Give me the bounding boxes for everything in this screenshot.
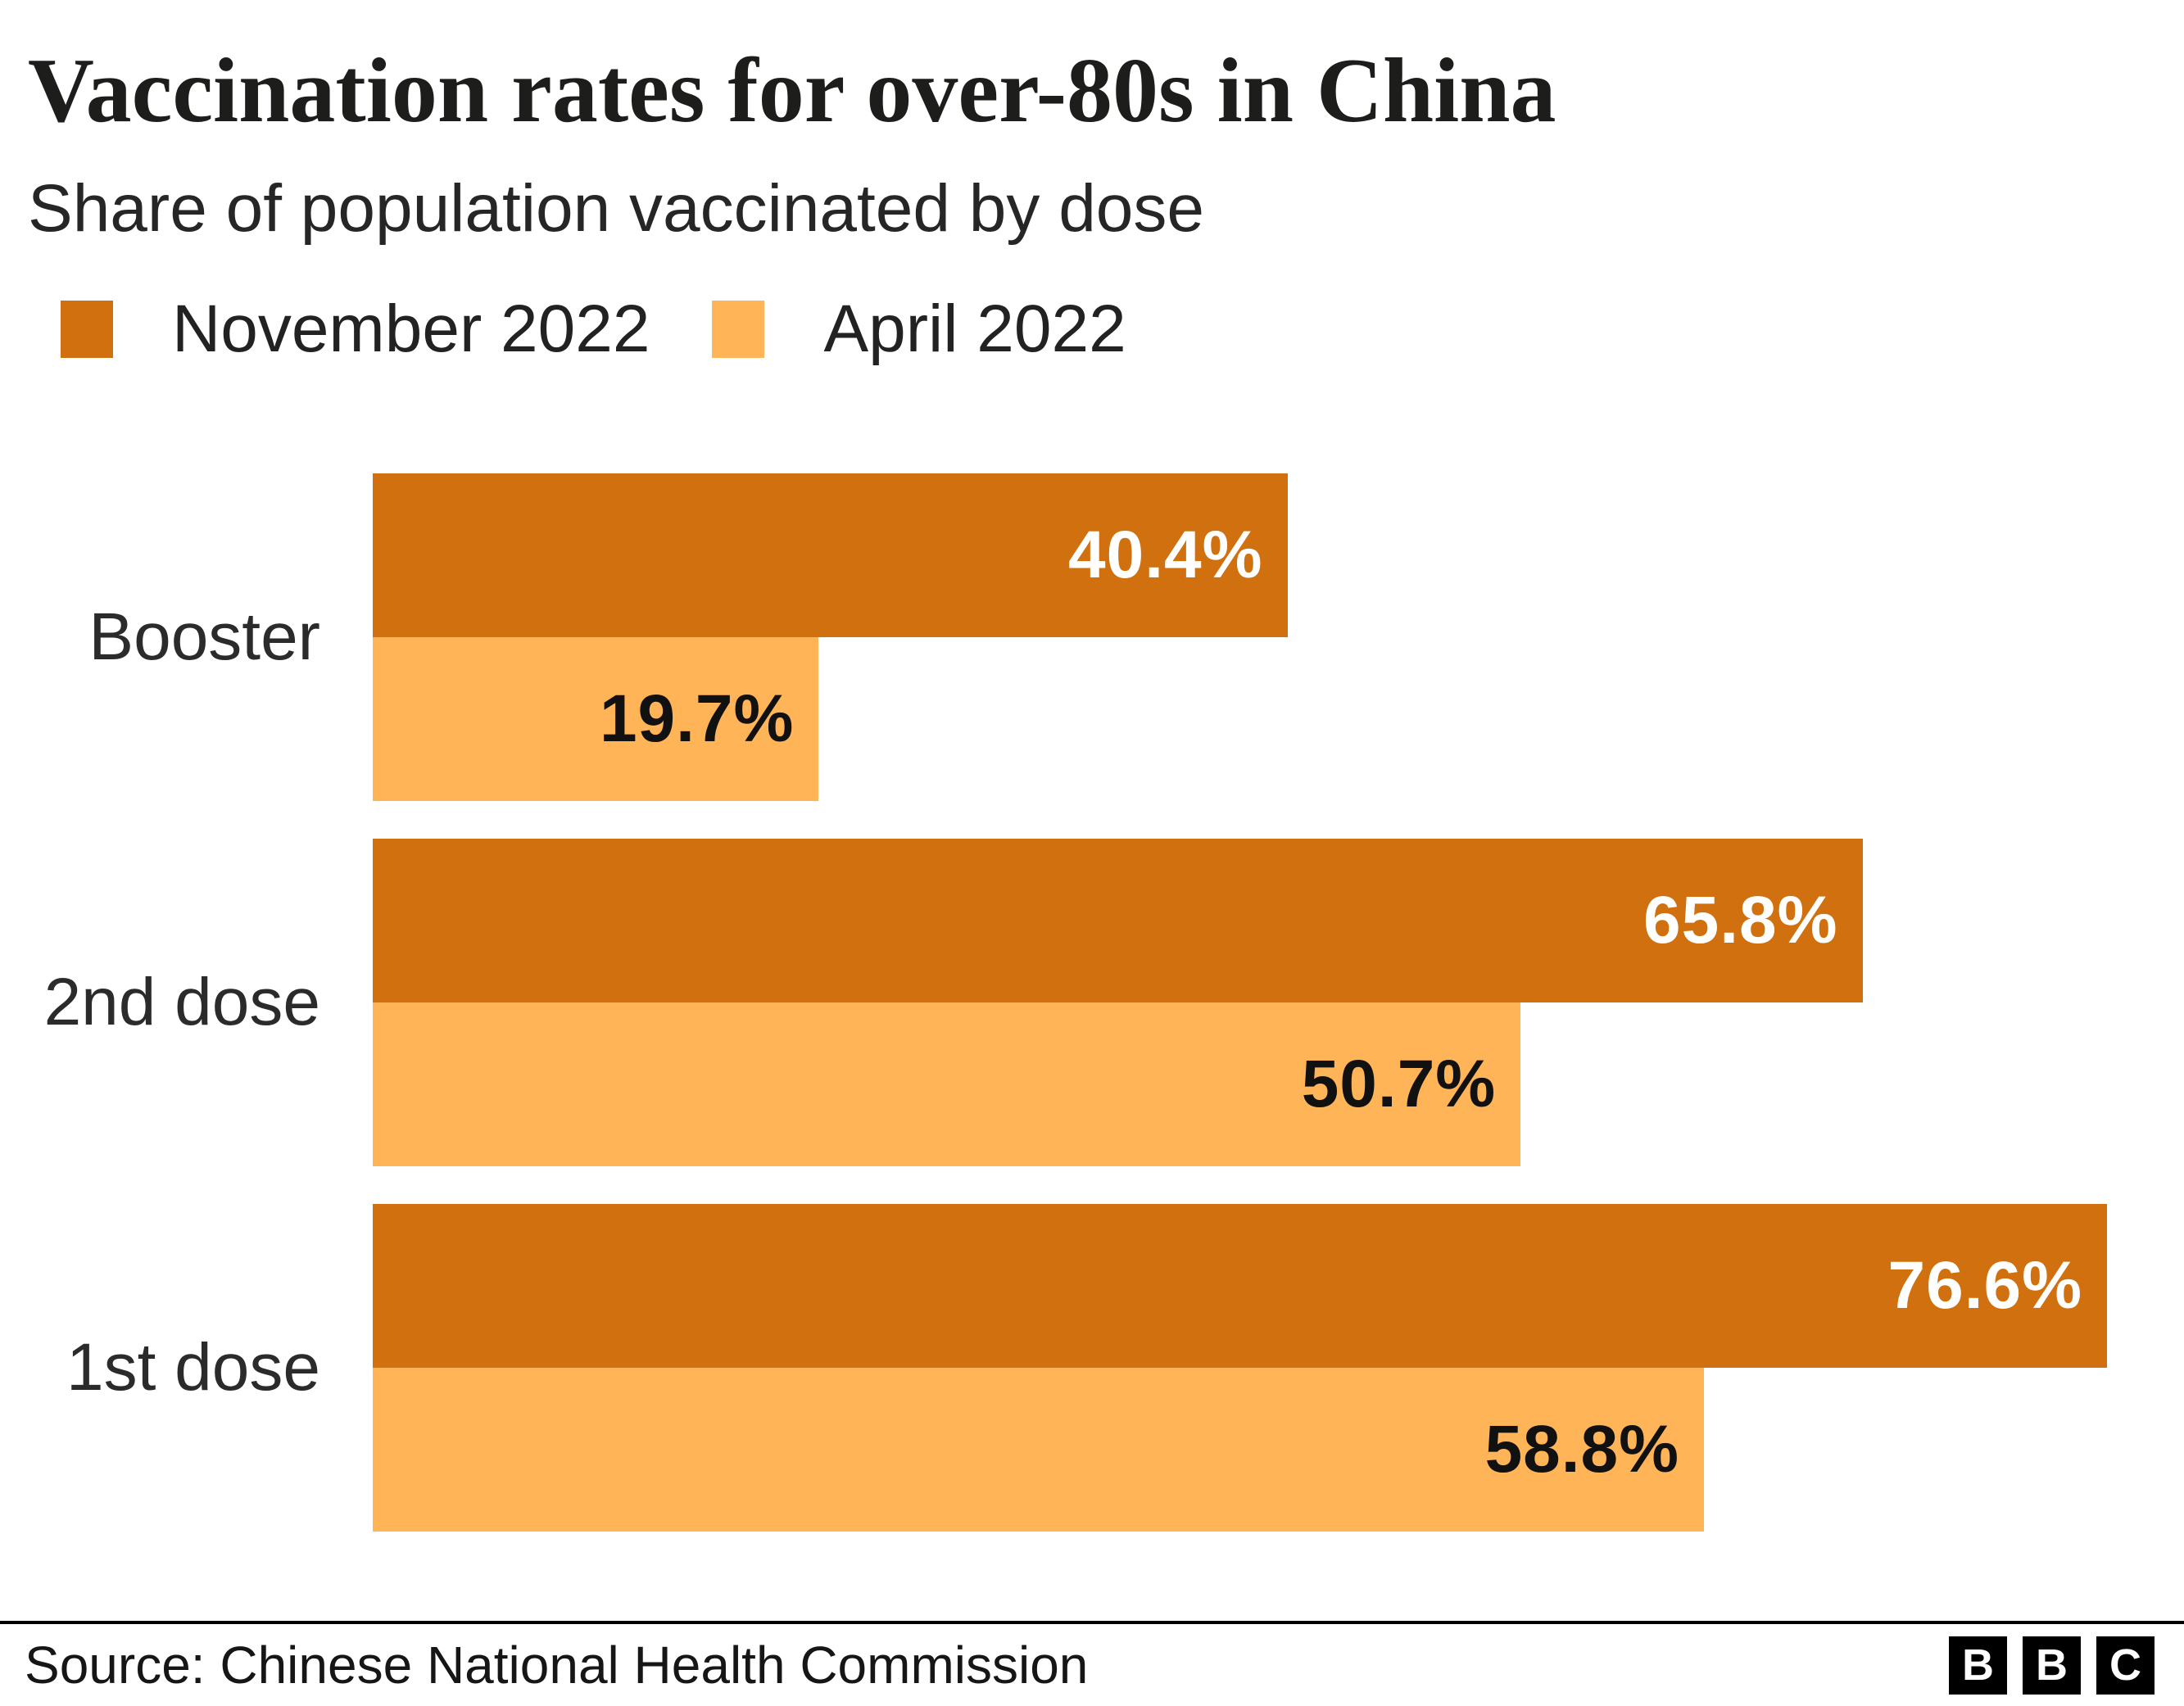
bar-april-1st-dose: 58.8%: [373, 1367, 1705, 1532]
bar-pair-booster: 40.4% 19.7%: [373, 473, 2184, 801]
bar-november-2nd-dose: 65.8%: [373, 838, 1863, 1002]
legend-label-april: April 2022: [823, 291, 1126, 366]
bbc-logo: B B C: [1949, 1636, 2155, 1695]
bar-april-booster: 19.7%: [373, 636, 819, 801]
value-label-april-2nd-dose: 50.7%: [1301, 1046, 1497, 1121]
value-label-november-1st-dose: 76.6%: [1887, 1247, 2083, 1323]
legend-swatch-november: [61, 300, 113, 358]
bar-group-2nd-dose: 2nd dose 65.8% 50.7%: [0, 838, 2184, 1166]
legend-label-november: November 2022: [172, 291, 650, 366]
bar-group-1st-dose: 1st dose 76.6% 58.8%: [0, 1203, 2184, 1532]
category-label-1st-dose: 1st dose: [66, 1329, 320, 1405]
page-title: Vaccination rates for over-80s in China: [28, 40, 1556, 142]
category-label-booster: Booster: [88, 599, 320, 674]
bbc-logo-block-1: B: [1949, 1636, 2007, 1695]
legend-item-november: November 2022: [61, 291, 650, 368]
bar-chart: Booster 40.4% 19.7% 2nd dose 65.8% 50.7%: [0, 473, 2184, 1532]
category-label-2nd-dose: 2nd dose: [43, 964, 320, 1039]
value-label-november-booster: 40.4%: [1068, 517, 1263, 592]
legend-item-april: April 2022: [712, 291, 1126, 368]
legend: November 2022 April 2022: [61, 292, 2156, 366]
bar-pair-2nd-dose: 65.8% 50.7%: [373, 838, 2184, 1166]
bbc-logo-block-3: C: [2096, 1636, 2155, 1695]
legend-swatch-april: [712, 300, 765, 358]
bar-pair-1st-dose: 76.6% 58.8%: [373, 1203, 2184, 1532]
value-label-november-2nd-dose: 65.8%: [1643, 882, 1838, 957]
bar-april-2nd-dose: 50.7%: [373, 1002, 1521, 1166]
bar-group-booster: Booster 40.4% 19.7%: [0, 473, 2184, 801]
value-label-april-1st-dose: 58.8%: [1484, 1411, 1680, 1487]
source-text: Source: Chinese National Health Commissi…: [25, 1636, 1089, 1695]
value-label-april-booster: 19.7%: [599, 681, 795, 756]
bar-november-1st-dose: 76.6%: [373, 1203, 2108, 1368]
chart-header: Vaccination rates for over-80s in China …: [0, 36, 2184, 366]
chart-footer: Source: Chinese National Health Commissi…: [0, 1621, 2184, 1706]
bbc-logo-block-2: B: [2023, 1636, 2081, 1695]
page-subtitle: Share of population vaccinated by dose: [28, 171, 1205, 247]
bar-november-booster: 40.4%: [373, 473, 1288, 637]
